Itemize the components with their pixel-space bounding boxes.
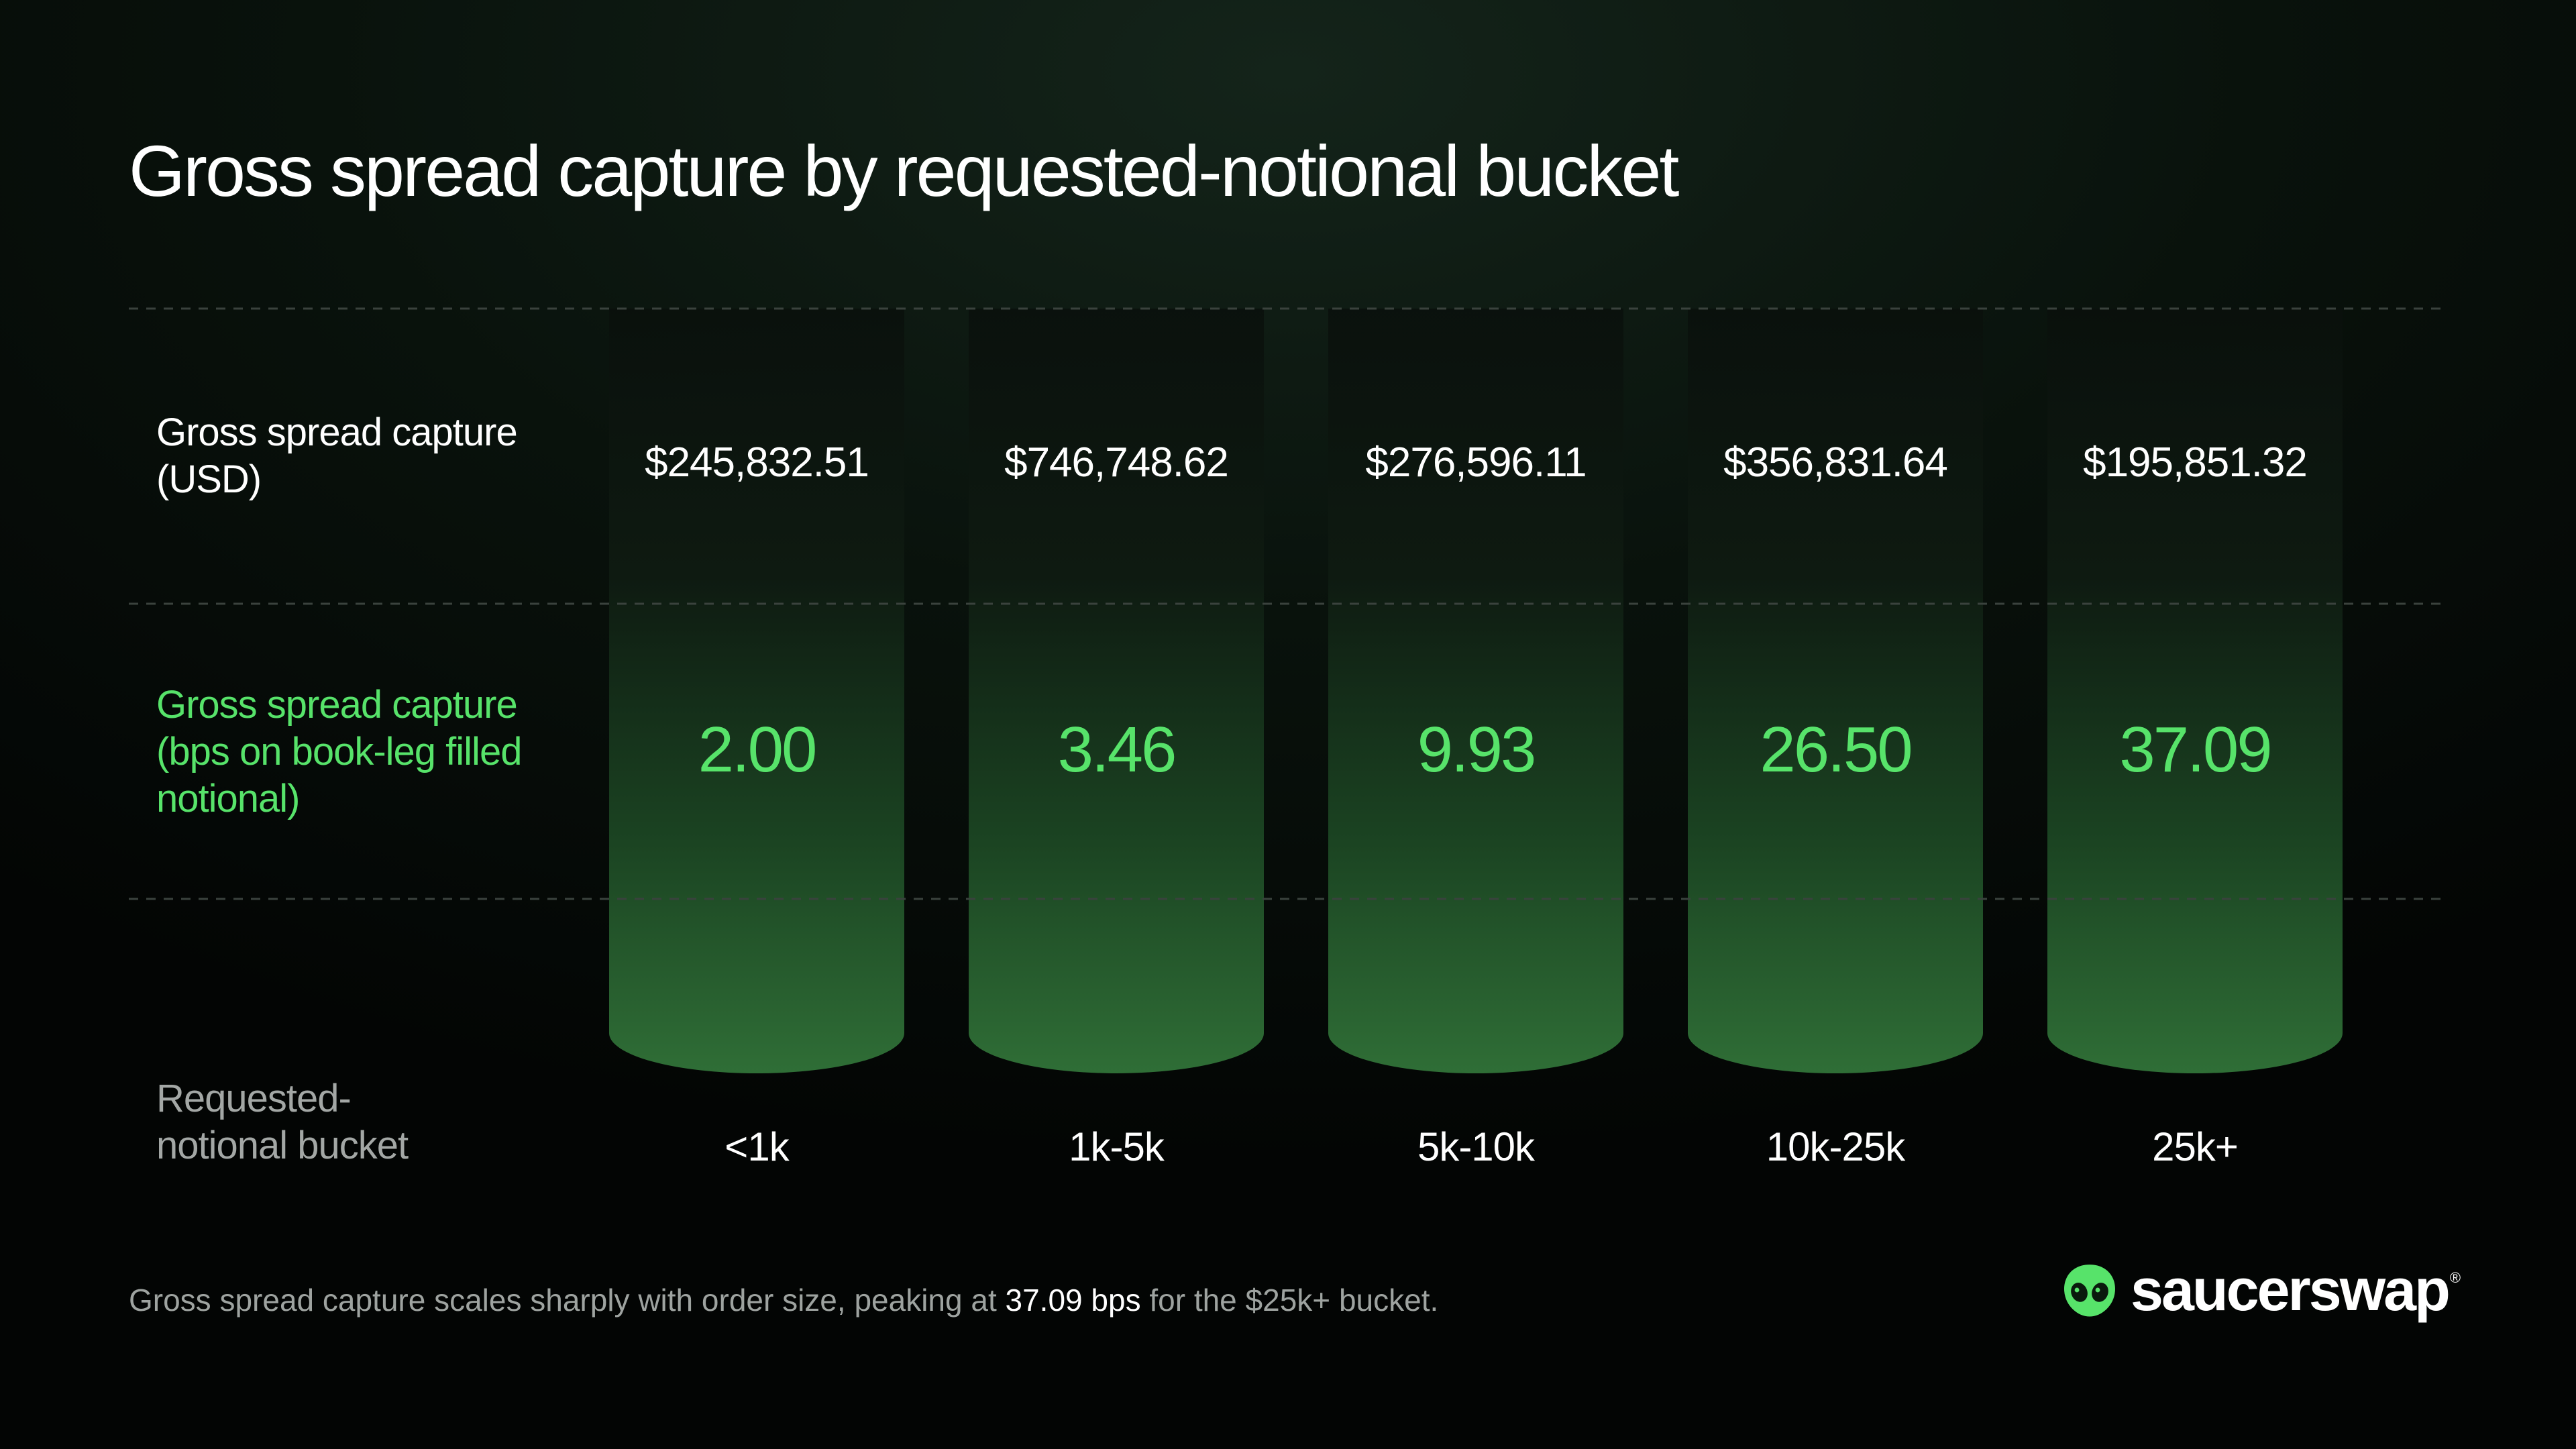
column-label: 25k+ <box>2152 1124 2238 1169</box>
bps-value-cell: 2.00 <box>698 714 816 786</box>
row-label-usd: Gross spread capture (USD) <box>156 409 586 503</box>
column-band-4 <box>2047 309 2343 1073</box>
footnote-text-after: for the $25k+ bucket. <box>1140 1283 1439 1318</box>
usd-value-cell: $245,832.51 <box>645 439 869 486</box>
row-label-bps-line2: (bps on book-leg filled <box>156 730 522 773</box>
row-label-bps-line1: Gross spread capture <box>156 683 518 727</box>
usd-value-cell: $356,831.64 <box>1723 439 1947 486</box>
row-label-bucket-line2: notional bucket <box>156 1124 409 1167</box>
column-label: 1k-5k <box>1069 1124 1165 1169</box>
usd-value-cell: $276,596.11 <box>1365 439 1586 486</box>
footnote-highlight: 37.09 bps <box>1005 1283 1141 1318</box>
bps-value-cell: 3.46 <box>1058 714 1175 786</box>
row-label-bucket: Requested- notional bucket <box>156 1075 505 1169</box>
brand-name: saucerswap <box>2131 1256 2451 1323</box>
alien-face-icon <box>2064 1265 2115 1317</box>
row-label-usd-line2: (USD) <box>156 458 262 501</box>
footnote-text-before: Gross spread capture scales sharply with… <box>129 1283 1006 1318</box>
column-band-1 <box>969 309 1264 1073</box>
page-title: Gross spread capture by requested-notion… <box>129 130 1679 211</box>
column-label: 5k-10k <box>1417 1124 1536 1169</box>
brand-logo: saucerswap ® <box>2061 1256 2461 1323</box>
usd-value-cell: $195,851.32 <box>2083 439 2307 486</box>
brand-registered-mark: ® <box>2449 1269 2461 1286</box>
usd-value-cell: $746,748.62 <box>1004 439 1228 486</box>
column-label: 10k-25k <box>1766 1124 1906 1169</box>
footnote: Gross spread capture scales sharply with… <box>129 1280 1438 1320</box>
column-label: <1k <box>724 1124 790 1169</box>
bps-value-cell: 26.50 <box>1760 714 1911 786</box>
row-label-bps-line3: notional) <box>156 777 300 820</box>
bps-value-cell: 9.93 <box>1417 714 1535 786</box>
row-label-bucket-line1: Requested- <box>156 1077 352 1120</box>
bps-value-cell: 37.09 <box>2119 714 2270 786</box>
column-band-3 <box>1688 309 1983 1073</box>
column-band-2 <box>1328 309 1623 1073</box>
column-band-0 <box>609 309 904 1073</box>
row-label-usd-line1: Gross spread capture <box>156 411 518 454</box>
row-label-bps: Gross spread capture (bps on book-leg fi… <box>156 682 586 822</box>
